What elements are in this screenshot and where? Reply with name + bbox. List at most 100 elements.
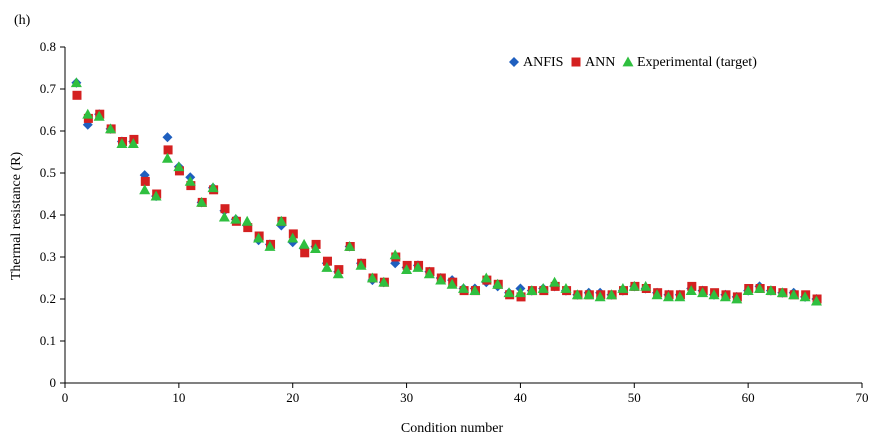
x-tick-label: 0 bbox=[62, 390, 69, 405]
data-point-triangle bbox=[184, 175, 196, 186]
data-point-triangle bbox=[503, 287, 515, 298]
data-point-triangle bbox=[298, 238, 310, 249]
x-tick-label: 40 bbox=[514, 390, 527, 405]
data-point-triangle bbox=[207, 182, 219, 193]
x-tick-label: 60 bbox=[742, 390, 755, 405]
x-tick-label: 50 bbox=[628, 390, 641, 405]
x-tick-label: 70 bbox=[856, 390, 869, 405]
data-point-triangle bbox=[366, 272, 378, 283]
data-point-triangle bbox=[116, 138, 128, 148]
x-tick-label: 30 bbox=[400, 390, 413, 405]
legend-label: Experimental (target) bbox=[637, 55, 757, 70]
y-tick-label: 0.7 bbox=[40, 81, 57, 96]
data-point-square bbox=[322, 256, 332, 266]
data-point-triangle bbox=[458, 283, 469, 293]
data-point-triangle bbox=[139, 184, 151, 195]
legend-label: ANN bbox=[585, 55, 615, 70]
data-point-triangle bbox=[514, 287, 526, 298]
data-point-triangle bbox=[719, 291, 731, 302]
series-square bbox=[72, 90, 822, 304]
x-tick-label: 10 bbox=[172, 390, 185, 405]
data-point-triangle bbox=[161, 152, 173, 163]
data-point-triangle bbox=[412, 262, 424, 272]
data-point-triangle bbox=[389, 249, 401, 260]
y-tick-label: 0.5 bbox=[40, 165, 56, 180]
data-point-square bbox=[300, 248, 310, 258]
legend-marker-diamond bbox=[509, 57, 519, 67]
data-point-triangle bbox=[93, 110, 105, 121]
data-point-triangle bbox=[526, 285, 538, 295]
panel-label: (h) bbox=[14, 13, 31, 28]
data-point-triangle bbox=[776, 287, 788, 298]
data-point-triangle bbox=[196, 196, 208, 207]
data-point-square bbox=[140, 176, 150, 186]
data-point-triangle bbox=[230, 213, 242, 224]
data-point-triangle bbox=[423, 268, 435, 279]
data-point-square bbox=[220, 204, 230, 214]
data-point-triangle bbox=[537, 283, 549, 293]
data-point-square bbox=[72, 90, 82, 100]
data-point-triangle bbox=[218, 211, 230, 222]
data-point-square bbox=[163, 145, 173, 155]
legend: ANFIS ANN Experimental (target) bbox=[509, 55, 757, 70]
data-point-triangle bbox=[469, 285, 481, 295]
data-point-triangle bbox=[435, 274, 447, 285]
data-point-triangle bbox=[754, 283, 766, 293]
data-point-diamond bbox=[162, 132, 173, 143]
data-point-triangle bbox=[287, 232, 299, 243]
data-point-triangle bbox=[378, 276, 390, 287]
y-tick-label: 0.6 bbox=[40, 123, 57, 138]
data-point-triangle bbox=[173, 161, 185, 172]
y-tick-label: 0.2 bbox=[40, 291, 56, 306]
data-point-triangle bbox=[708, 289, 720, 300]
series-triangle bbox=[70, 77, 822, 306]
data-point-triangle bbox=[70, 77, 82, 88]
legend-marker-square bbox=[571, 57, 581, 67]
data-point-triangle bbox=[549, 276, 561, 287]
y-axis-label: Thermal resistance (R) bbox=[9, 152, 24, 281]
data-point-triangle bbox=[640, 280, 652, 291]
data-point-triangle bbox=[810, 295, 822, 306]
data-point-triangle bbox=[480, 272, 492, 283]
data-point-triangle bbox=[492, 278, 504, 289]
data-point-triangle bbox=[651, 289, 663, 300]
data-point-triangle bbox=[321, 262, 333, 272]
data-point-triangle bbox=[355, 259, 367, 270]
data-point-triangle bbox=[150, 190, 162, 201]
data-point-triangle bbox=[344, 241, 356, 251]
data-point-triangle bbox=[765, 285, 777, 295]
data-point-square bbox=[243, 223, 253, 233]
data-point-triangle bbox=[697, 287, 709, 298]
x-axis-label: Condition number bbox=[401, 421, 504, 436]
data-point-triangle bbox=[731, 293, 743, 304]
data-point-triangle bbox=[742, 285, 754, 295]
legend-label: ANFIS bbox=[523, 55, 563, 70]
y-tick-label: 0 bbox=[50, 375, 57, 390]
data-point-triangle bbox=[332, 268, 344, 279]
data-point-triangle bbox=[401, 264, 413, 274]
data-point-triangle bbox=[127, 138, 139, 148]
data-point-triangle bbox=[685, 285, 697, 295]
data-points bbox=[70, 77, 822, 306]
data-point-triangle bbox=[617, 283, 629, 293]
data-point-triangle bbox=[275, 215, 287, 226]
x-tick-label: 20 bbox=[286, 390, 299, 405]
y-tick-label: 0.1 bbox=[40, 333, 56, 348]
y-tick-label: 0.3 bbox=[40, 249, 56, 264]
data-point-triangle bbox=[253, 232, 265, 243]
data-point-triangle bbox=[82, 108, 94, 119]
data-point-triangle bbox=[446, 278, 458, 289]
series-diamond bbox=[71, 77, 822, 304]
data-point-triangle bbox=[799, 291, 811, 302]
legend-marker-triangle bbox=[622, 56, 634, 67]
y-tick-label: 0.4 bbox=[40, 207, 57, 222]
data-point-triangle bbox=[583, 289, 595, 300]
data-point-triangle bbox=[309, 243, 321, 253]
data-point-triangle bbox=[560, 283, 572, 293]
data-point-triangle bbox=[674, 291, 686, 302]
data-point-triangle bbox=[264, 241, 276, 251]
data-point-triangle bbox=[662, 291, 674, 302]
data-point-triangle bbox=[105, 123, 117, 134]
data-point-triangle bbox=[606, 289, 618, 300]
